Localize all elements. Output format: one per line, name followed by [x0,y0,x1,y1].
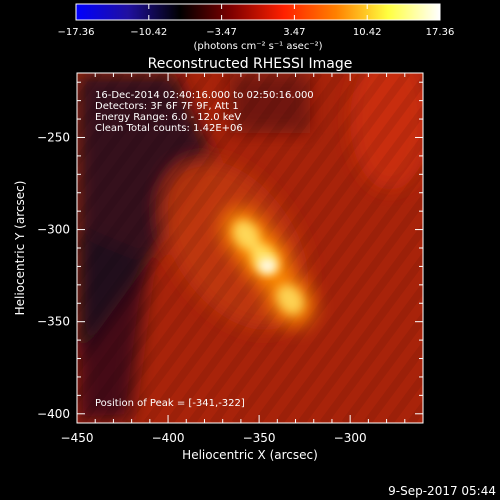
dark-region-lower [77,230,150,423]
footer-date: 9-Sep-2017 05:44 [388,484,496,498]
y-tick-label: −300 [37,223,70,237]
stripe [77,73,279,347]
stripe [433,73,500,423]
stripe [77,73,125,139]
stripe [275,222,423,423]
stripe [231,163,423,423]
stripe [77,73,81,80]
peak-position-text: Position of Peak = [-341,-322] [95,398,245,409]
colorbar-unit-label: (photons cm⁻² s⁻¹ asec⁻²) [193,41,322,52]
stripe [319,281,423,423]
annotation-line: 16-Dec-2014 02:40:16.000 to 02:50:16.000 [95,90,314,101]
colorbar-tick-label: −3.47 [206,27,237,38]
x-tick-label: −400 [152,431,185,445]
y-axis: −250 −300 −350 −400 [37,81,423,421]
stripe [341,311,423,423]
stripe [363,340,423,423]
upper-right-glow [350,73,423,190]
colorbar-tick-label: −10.42 [130,27,167,38]
colorbar [75,3,441,21]
stripe [165,74,423,423]
stripe [407,400,423,423]
image-area [0,73,500,423]
y-tick-label: −250 [37,130,70,144]
stripe [77,73,323,406]
annotation-line: Clean Total counts: 1.42E+06 [95,123,243,134]
source-core [276,284,304,315]
stripe [77,73,345,423]
peak-glow [258,259,277,274]
stripe [297,252,423,423]
x-tick-label: −300 [334,431,367,445]
stripe [477,73,500,423]
annotation-line: Energy Range: 6.0 - 12.0 keV [95,112,241,123]
flare-sources [221,207,315,328]
y-tick-label: −350 [37,315,70,329]
colorbar-tick-label: 17.36 [426,27,455,38]
colorbar-ticks: −17.36 −10.42 −3.47 3.47 10.42 17.36 [57,4,454,38]
stripe [77,73,191,228]
y-axis-label: Heliocentric Y (arcsec) [13,181,27,316]
y-tick-label: −400 [37,407,70,421]
colorbar-tick-label: 3.47 [283,27,305,38]
stripe [0,73,55,423]
stripe [187,103,423,423]
x-tick-label: −450 [61,431,94,445]
stripe [77,73,147,169]
stripe [455,73,500,423]
stripe [77,73,235,288]
stripe-artifacts [0,73,500,423]
source-core [232,220,260,250]
x-axis: −450 −400 −350 −300 [61,73,424,445]
x-tick-label: −350 [243,431,276,445]
x-axis-label: Heliocentric X (arcsec) [182,448,318,462]
annotations: 16-Dec-2014 02:40:16.000 to 02:50:16.000… [95,90,314,134]
stripe [253,192,423,423]
annotation-line: Detectors: 3F 6F 7F 9F, Att 1 [95,101,239,112]
chart-title: Reconstructed RHESSI Image [148,56,353,72]
stripe [77,73,169,199]
colorbar-tick-label: 10.42 [353,27,382,38]
stripe [77,73,301,376]
stripe [209,133,423,423]
upper-dark-band [230,73,310,133]
stripe [0,73,11,423]
colorbar-tick-label: −17.36 [57,27,94,38]
stripe [77,73,257,317]
